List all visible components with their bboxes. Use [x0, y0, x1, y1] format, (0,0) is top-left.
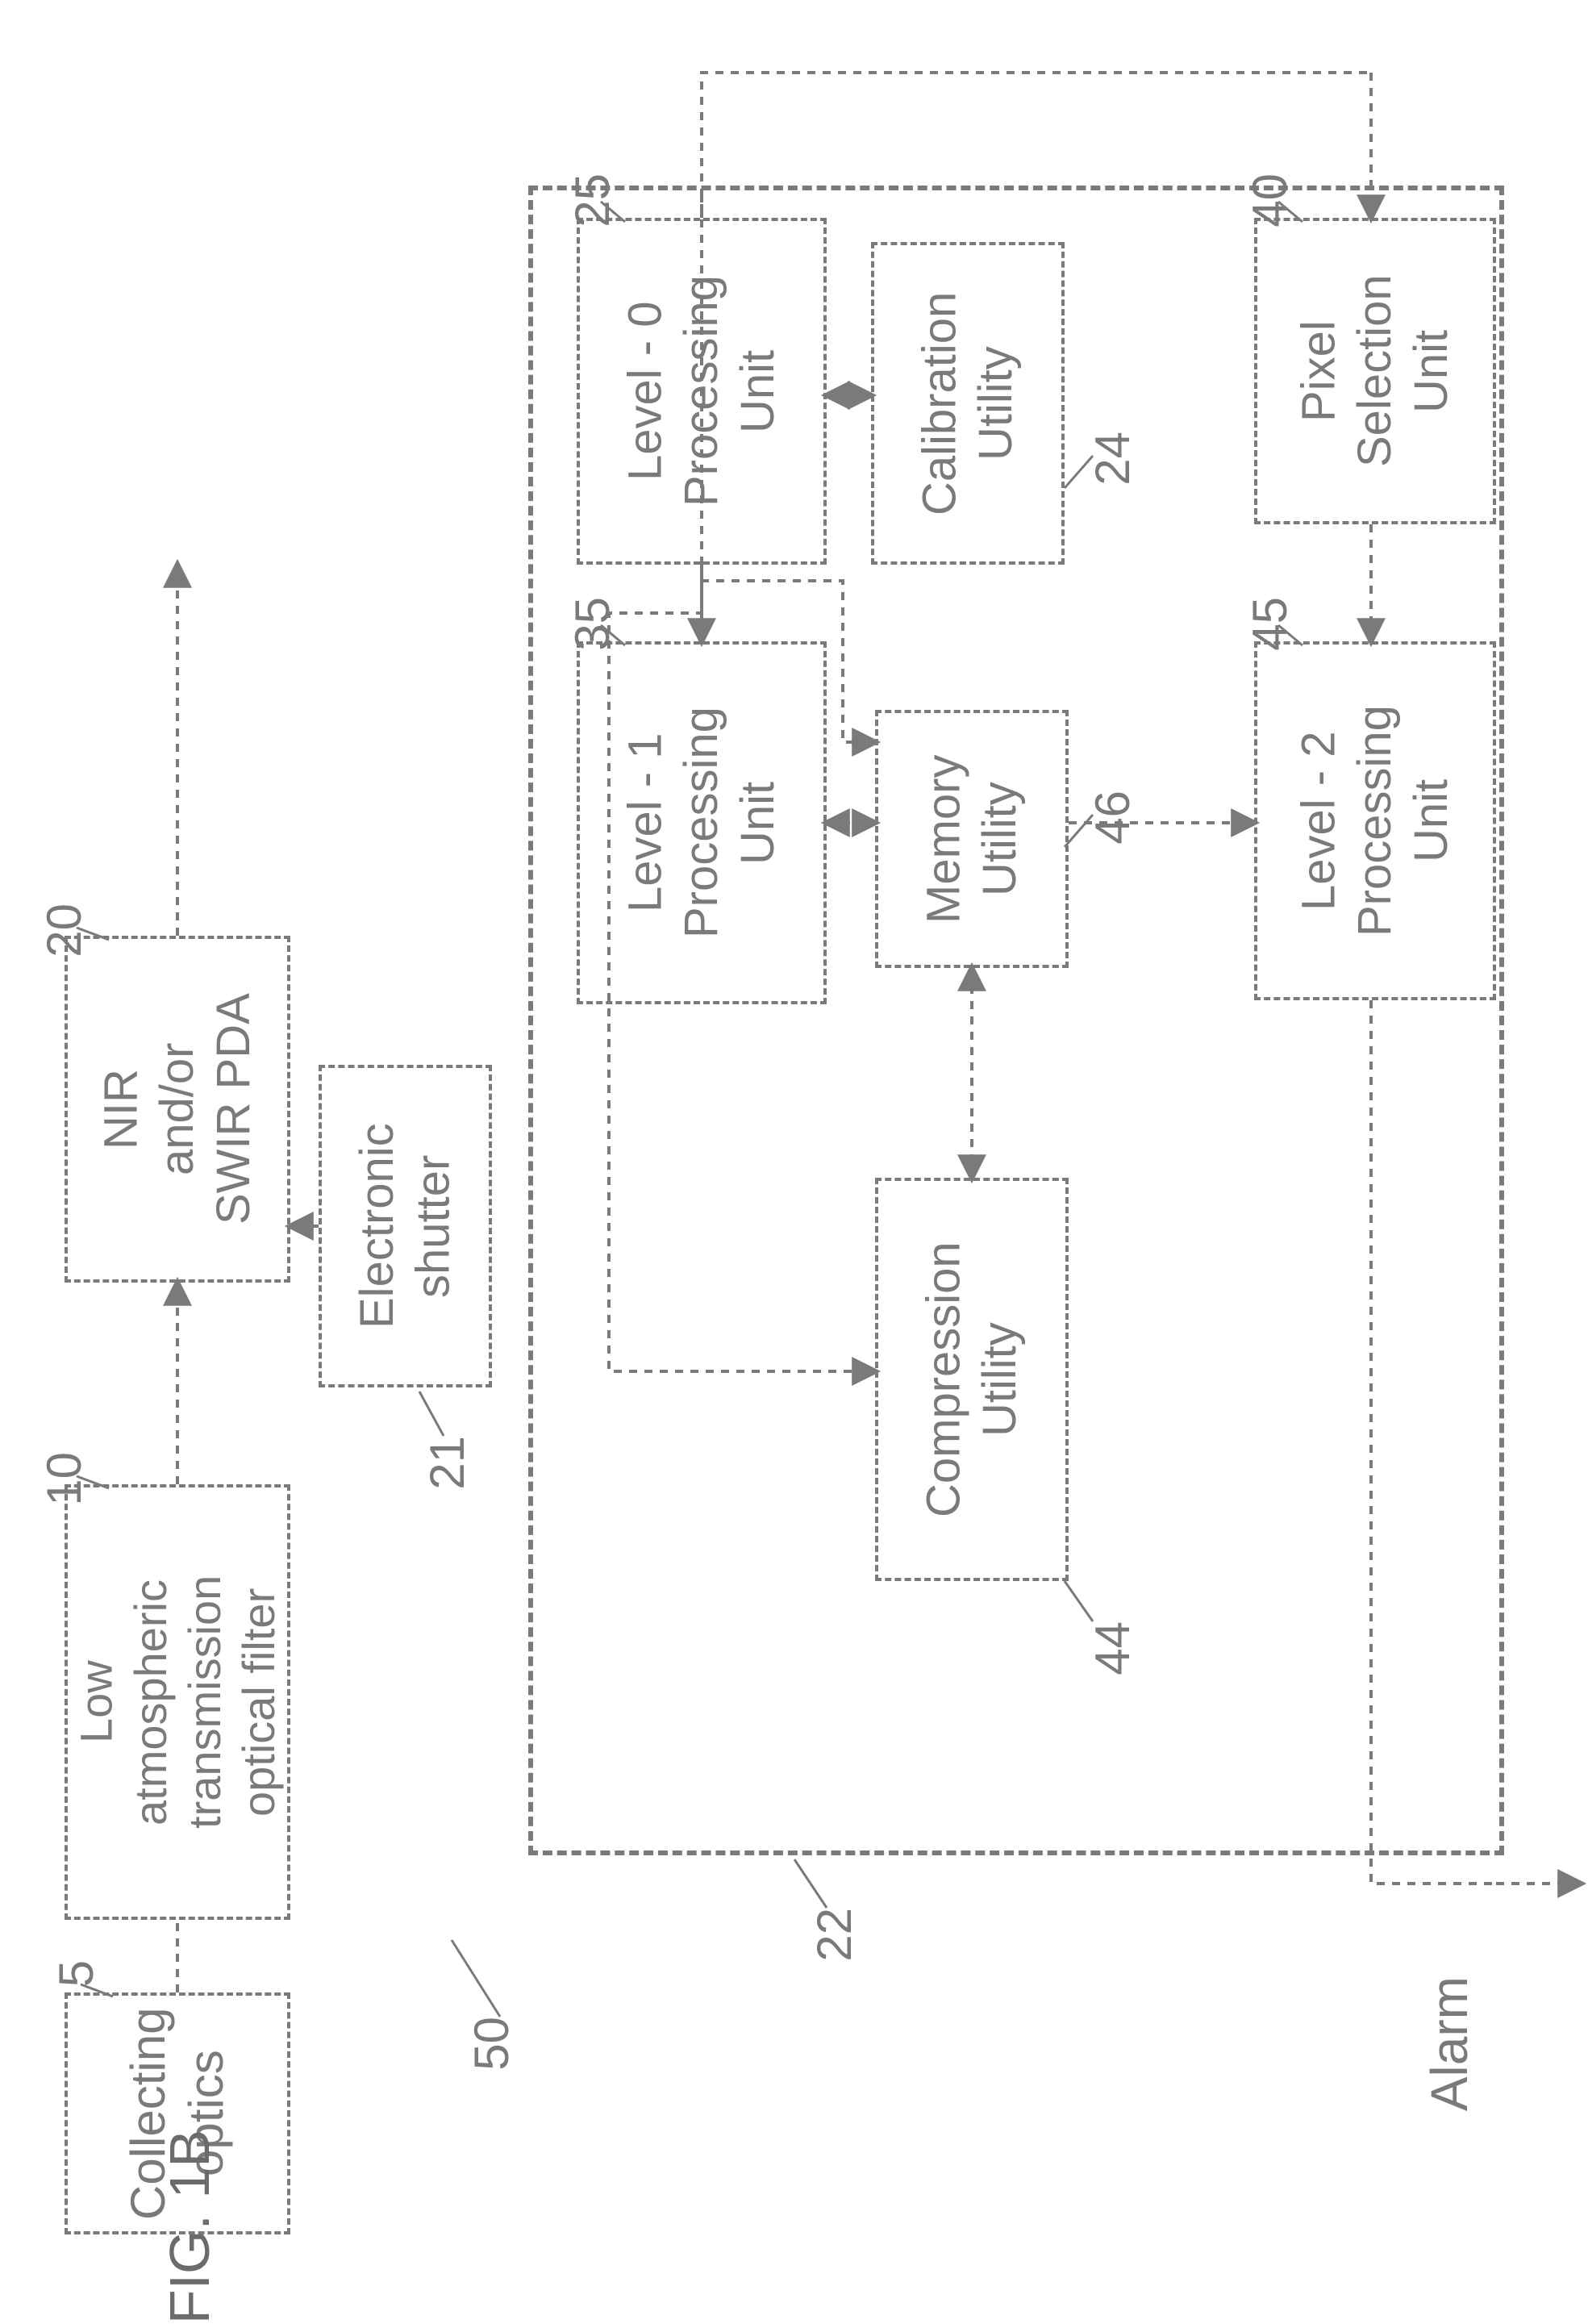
level0-to-compress [609, 565, 875, 1371]
ref-45: 45 [1242, 597, 1298, 651]
ref-22: 22 [807, 1908, 862, 1962]
diagram-canvas: Collecting optics Low atmospheric transm… [0, 0, 1588, 2284]
ref-24: 24 [1085, 432, 1140, 486]
ref-35: 35 [565, 597, 620, 651]
figure-caption: FIG. 1B [157, 2130, 222, 2324]
connectors-overlay [0, 0, 1588, 2284]
lead-44 [1065, 1581, 1093, 1621]
level0-to-mem [702, 565, 875, 742]
level2-to-alarm [1371, 1000, 1496, 1884]
lead-21 [419, 1391, 444, 1436]
ref-21: 21 [419, 1436, 475, 1490]
lead-22 [794, 1859, 827, 1908]
lead-50 [452, 1940, 500, 2017]
ref-46: 46 [1085, 791, 1140, 845]
alarm-label: Alarm [1419, 1976, 1479, 2111]
ref-25: 25 [565, 173, 620, 227]
ref-10: 10 [36, 1452, 92, 1506]
level1-to-pixel [702, 73, 1371, 641]
ref-44: 44 [1085, 1621, 1140, 1675]
ref-5: 5 [48, 1960, 104, 1987]
ref-20: 20 [36, 903, 92, 958]
ref-40: 40 [1242, 173, 1298, 227]
ref-50: 50 [464, 2017, 519, 2071]
